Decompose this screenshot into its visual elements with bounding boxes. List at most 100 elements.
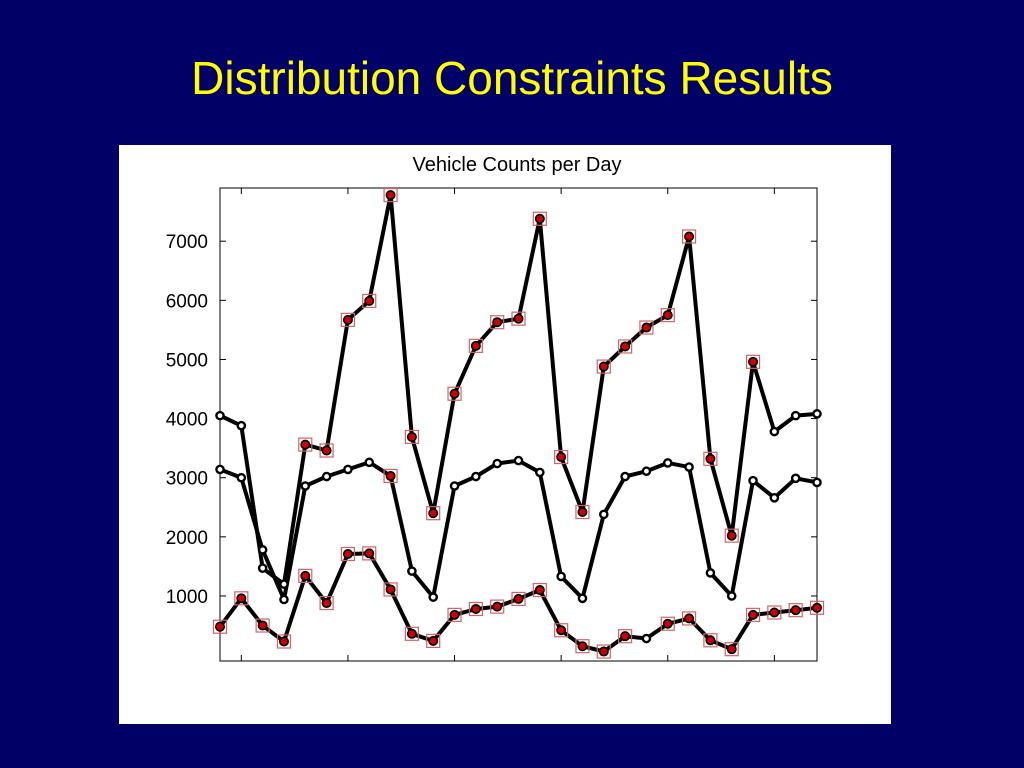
constraint-box-marker — [362, 546, 377, 561]
y-tick-label: 6000 — [166, 291, 208, 312]
data-point-middle — [343, 464, 353, 475]
data-point-middle — [321, 471, 332, 482]
data-point-middle — [577, 593, 588, 604]
plot-axes: 1000 2000 3000 4000 5000 6000 7000 — [166, 187, 818, 662]
data-point-lower — [726, 644, 737, 655]
constraint-box-marker — [426, 506, 441, 521]
constraint-box-marker — [447, 607, 462, 622]
constraint-box-marker — [660, 308, 675, 323]
data-point-lower — [556, 625, 567, 636]
data-point-middle — [662, 458, 673, 468]
constraint-box-marker — [212, 619, 228, 634]
constraint-box-marker — [319, 595, 334, 611]
data-point-lower — [406, 628, 417, 639]
y-tick-label: 5000 — [166, 350, 208, 371]
constraint-box-marker — [724, 642, 739, 657]
data-point-lower — [470, 603, 481, 614]
data-point-lower — [620, 631, 631, 642]
constraint-box-marker — [745, 354, 761, 369]
data-point-lower — [577, 641, 588, 652]
constraint-box-marker — [703, 451, 718, 466]
data-point-upper — [364, 295, 375, 306]
constraint-box-marker — [319, 443, 334, 458]
data-point-upper — [748, 356, 759, 367]
data-point-middle — [407, 566, 417, 576]
data-point-middle — [449, 481, 460, 491]
data-point-upper — [257, 563, 268, 573]
constraint-box-marker — [554, 449, 569, 465]
data-point-upper — [705, 453, 716, 464]
data-point-lower — [321, 598, 332, 609]
series-line-upper — [219, 193, 818, 587]
constraint-box-marker — [511, 311, 526, 326]
data-point-lower — [748, 609, 759, 620]
data-point-lower — [641, 633, 652, 644]
constraint-box-marker — [809, 600, 825, 615]
data-point-upper — [620, 341, 631, 352]
data-point-middle — [300, 481, 311, 491]
constraint-box-marker — [703, 633, 718, 648]
constraint-box-marker — [596, 359, 611, 374]
constraint-box-marker — [298, 568, 313, 583]
data-point-middle — [790, 473, 801, 484]
constraint-box-marker — [383, 468, 398, 484]
data-point-upper — [641, 322, 652, 333]
constraint-box-marker — [639, 320, 654, 335]
y-tick-label: 7000 — [166, 232, 208, 253]
y-tick-label: 2000 — [166, 528, 208, 549]
data-point-lower — [257, 620, 268, 631]
data-point-middle — [279, 594, 289, 605]
data-point-middle — [684, 462, 694, 472]
constraint-box-marker — [788, 603, 803, 618]
data-point-middle — [726, 591, 737, 601]
constraint-box-marker — [490, 315, 505, 330]
data-point-upper — [236, 420, 247, 431]
data-point-upper — [470, 340, 481, 351]
constraint-box-marker — [575, 639, 590, 654]
data-point-middle — [641, 466, 652, 477]
constraint-box-marker — [340, 546, 356, 562]
data-point-middle — [215, 464, 225, 475]
constraint-box-marker — [255, 618, 270, 633]
data-point-upper — [598, 361, 609, 372]
data-point-lower — [215, 621, 226, 632]
constraint-box-marker — [681, 229, 697, 244]
constraint-box-marker — [681, 611, 697, 626]
data-point-middle — [620, 471, 630, 482]
data-point-upper — [492, 317, 503, 328]
data-point-lower — [236, 593, 247, 604]
slide-title: Distribution Constraints Results — [191, 52, 833, 104]
data-point-upper — [684, 231, 695, 242]
data-point-middle — [812, 477, 822, 488]
data-point-upper — [279, 579, 289, 589]
data-point-lower — [684, 613, 695, 624]
constraint-box-marker — [745, 607, 761, 622]
data-point-middle — [513, 455, 524, 466]
data-point-middle — [257, 545, 268, 555]
data-point-lower — [300, 570, 311, 581]
data-point-middle — [556, 571, 566, 582]
data-point-lower — [513, 593, 524, 604]
line-chart: Vehicle Counts per Day 1000 2000 3000 4000 5… — [166, 154, 825, 662]
figure-panel: Vehicle Counts per Day 1000 2000 3000 4000 5… — [119, 145, 891, 724]
data-point-lower — [428, 635, 439, 646]
constraint-box-marker — [447, 386, 462, 401]
constraint-box-marker — [298, 437, 313, 452]
data-point-upper — [812, 409, 822, 419]
constraint-box-marker — [468, 601, 483, 617]
data-point-upper — [449, 388, 460, 399]
y-tick-label: 3000 — [166, 469, 208, 490]
data-point-upper — [385, 190, 396, 201]
constraint-box-marker — [383, 582, 398, 597]
constraint-box-marker — [468, 338, 483, 353]
data-point-middle — [471, 471, 481, 482]
constraint-box-marker — [511, 591, 526, 607]
data-point-upper — [406, 431, 417, 442]
constraint-box-marker — [554, 623, 569, 638]
data-point-lower — [769, 607, 780, 618]
constraint-box-marker — [362, 293, 377, 309]
data-point-upper — [790, 410, 801, 421]
constraint-box-marker — [767, 605, 782, 620]
y-tick-label: 4000 — [166, 410, 208, 431]
data-point-upper — [342, 314, 353, 325]
